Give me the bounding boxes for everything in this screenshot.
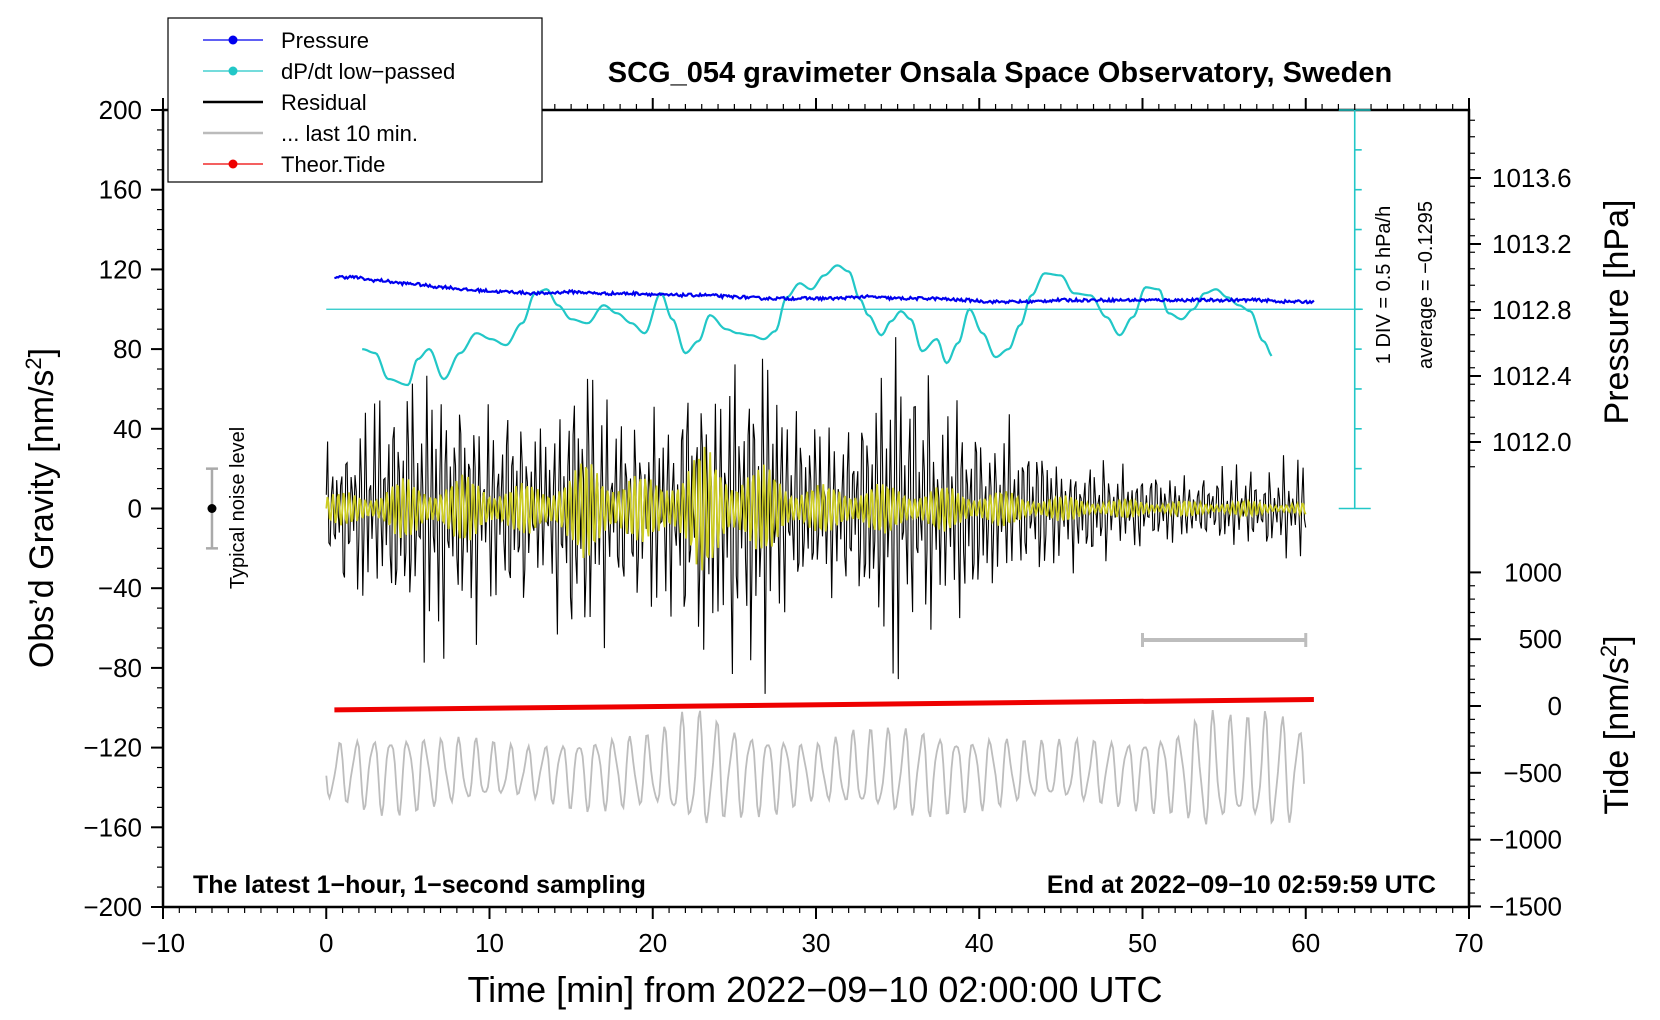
legend-label: Residual: [281, 90, 367, 115]
theoretical-tide-series: [334, 697, 1314, 713]
dpdt-average-label: average = −0.1295: [1415, 201, 1437, 369]
dpdt-series: [326, 264, 1363, 387]
pressure-tick-label: 1013.2: [1492, 229, 1572, 259]
x-tick-label: 70: [1455, 928, 1484, 958]
tide-axis-label: Tide [nm/s2]: [1596, 635, 1636, 814]
y-tick-label: 40: [113, 414, 142, 444]
y-tick-label: 200: [99, 95, 142, 125]
x-tick-label: 0: [319, 928, 333, 958]
tide-axis-label-end: ]: [1598, 635, 1636, 644]
tide-line: [334, 697, 1314, 713]
noise-bar-dot: [207, 504, 217, 513]
pressure-line: [334, 274, 1315, 305]
y-tick-label: 120: [99, 254, 142, 284]
y-tick-label: −40: [98, 573, 142, 603]
tide-tick-label: 1000: [1504, 557, 1562, 587]
filtered-residual-line: [325, 446, 1307, 571]
pressure-tick-label: 1012.4: [1492, 361, 1572, 391]
pressure-tick-label: 1013.6: [1492, 163, 1572, 193]
y-axis-gravity: −200 −160 −120 −80 −40 0 40 80 120 160 200: [83, 95, 163, 922]
tide-axis-label-main: Tide [nm/s: [1598, 657, 1636, 814]
y-axis-label-sup: 2: [21, 357, 46, 369]
chart-title: SCG_054 gravimeter Onsala Space Observat…: [608, 57, 1392, 89]
y-tick-label: −80: [98, 653, 142, 683]
pressure-tick-label: 1012.8: [1492, 295, 1572, 325]
y-axis-tide: −1500 −1000 −500 0 500 1000: [1469, 557, 1562, 921]
residual-series: [325, 337, 1307, 694]
x-tick-label: 10: [475, 928, 504, 958]
x-tick-label: 60: [1291, 928, 1320, 958]
legend-marker: [228, 159, 238, 169]
x-tick-label: 40: [965, 928, 994, 958]
legend-marker: [228, 66, 238, 76]
x-axis: −10 0 10 20 30 40 50 60 70: [141, 98, 1484, 958]
sampling-annotation: The latest 1−hour, 1−second sampling: [193, 871, 646, 899]
y-axis-pressure: 1012.0 1012.4 1012.8 1013.2 1013.6: [1469, 119, 1572, 468]
last-10-min-line: [325, 710, 1305, 825]
tide-tick-label: −1000: [1489, 825, 1562, 855]
pressure-tick-label: 1012.0: [1492, 427, 1572, 457]
x-tick-label: 30: [802, 928, 831, 958]
x-tick-label: 50: [1128, 928, 1157, 958]
legend-label: Pressure: [281, 28, 369, 53]
tide-tick-label: 500: [1519, 624, 1562, 654]
pressure-series: [334, 274, 1315, 305]
last-10-min-series: [325, 710, 1305, 825]
residual-line: [325, 337, 1307, 694]
end-time-annotation: End at 2022−09−10 02:59:59 UTC: [1047, 871, 1436, 899]
x-tick-label: 20: [638, 928, 667, 958]
legend-label: dP/dt low−passed: [281, 59, 455, 84]
legend-marker: [228, 35, 238, 45]
y-tick-label: −200: [83, 892, 142, 922]
tide-tick-label: −500: [1503, 758, 1562, 788]
legend-box: [167, 17, 543, 183]
y-tick-label: 0: [128, 494, 142, 524]
legend: Pressure dP/dt low−passed Residual ... last…: [167, 17, 543, 183]
noise-level-label: Typical noise level: [227, 427, 249, 589]
tide-axis-label-sup: 2: [1596, 645, 1621, 657]
tide-tick-label: 0: [1548, 691, 1562, 721]
y-axis-label-main: Obs’d Gravity [nm/s: [23, 370, 61, 669]
legend-label: Theor.Tide: [281, 152, 385, 177]
y-tick-label: −120: [83, 733, 142, 763]
x-axis-label: Time [min] from 2022−09−10 02:00:00 UTC: [467, 969, 1162, 1010]
legend-label: ... last 10 min.: [281, 121, 418, 146]
y-tick-label: 80: [113, 334, 142, 364]
filtered-residual-series: [325, 446, 1307, 571]
dpdt-scale-label: 1 DIV = 0.5 hPa/h: [1373, 206, 1395, 364]
y-tick-label: −160: [83, 812, 142, 842]
y-tick-label: 160: [99, 175, 142, 205]
x-tick-label: −10: [141, 928, 185, 958]
y-axis-label: Obs’d Gravity [nm/s2]: [21, 348, 61, 668]
dpdt-line: [362, 264, 1273, 387]
tide-tick-label: −1500: [1489, 891, 1562, 921]
y-axis-label-end: ]: [23, 348, 61, 357]
marker-bars: [205, 467, 1308, 648]
pressure-axis-label: Pressure [hPa]: [1598, 200, 1636, 425]
